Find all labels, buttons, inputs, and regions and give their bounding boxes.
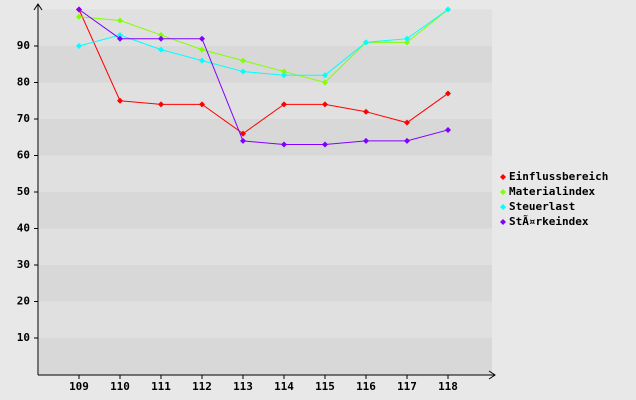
y-tick-label: 50 [17,185,30,198]
data-point [117,97,123,104]
legend-label: Materialindex [509,185,595,198]
grid-band [39,82,492,119]
grid-band [39,9,492,46]
data-point [404,137,410,144]
grid-band [39,301,492,338]
x-tick-label: 117 [397,380,417,393]
data-point [240,57,246,64]
data-point [240,68,246,75]
x-tick-label: 113 [233,380,253,393]
x-tick-label: 109 [69,380,89,393]
x-tick-label: 111 [151,380,171,393]
data-point [363,137,369,144]
legend-label: StÃ¤rkeindex [509,215,589,228]
x-tick-label: 110 [110,380,130,393]
legend-marker [500,204,506,210]
data-point [322,79,328,86]
plot-bands [39,9,492,375]
grid-band [39,265,492,302]
data-point [199,35,205,42]
data-point [117,35,123,42]
x-axis-arrow [488,370,496,380]
grid-band [39,338,492,375]
data-point [322,141,328,148]
data-point [76,43,82,49]
legend-marker [500,174,506,180]
legend-label: Steuerlast [509,200,575,213]
x-tick-label: 112 [192,380,212,393]
data-point [158,35,164,42]
data-point [404,119,410,126]
data-point [281,101,287,108]
data-point [158,46,164,53]
data-point [240,130,246,137]
y-tick-label: 10 [17,331,30,344]
data-point [445,6,451,13]
data-point [117,17,123,24]
data-point [76,13,82,20]
data-point [404,35,410,42]
data-point [158,32,164,39]
data-point [158,101,164,108]
grid-band [39,46,492,83]
y-tick-label: 80 [17,76,30,89]
data-point [363,39,369,46]
legend-label: Einflussbereich [509,170,608,183]
data-point [363,108,369,115]
data-point [445,90,451,97]
data-point [322,101,328,108]
series-line [78,9,449,76]
legend-marker [500,219,506,225]
y-tick-label: 90 [17,39,30,52]
grid-band [39,192,492,229]
y-axis-arrow [33,3,43,11]
data-point [322,72,328,79]
data-point [199,101,205,108]
grid-band [39,228,492,265]
data-point [76,6,82,13]
x-tick-label: 114 [274,380,294,393]
data-point [281,68,287,75]
series-line [78,9,449,84]
y-tick-label: 40 [17,222,30,235]
data-point [117,32,123,39]
data-point [404,39,410,46]
y-tick-label: 30 [17,258,30,271]
y-tick-label: 70 [17,112,30,125]
data-point [281,141,287,148]
x-tick-label: 116 [356,380,376,393]
grid-band [39,155,492,192]
y-tick-label: 60 [17,149,30,162]
x-tick-label: 115 [315,380,335,393]
data-point [281,72,287,79]
y-tick-label: 20 [17,295,30,308]
series-line [78,9,449,146]
series-line [78,9,449,135]
legend-marker [500,189,506,195]
data-point [199,46,205,53]
grid-band [39,119,492,156]
data-point [445,126,451,133]
x-tick-label: 118 [438,380,458,393]
data-point [240,137,246,144]
data-point [199,57,205,64]
